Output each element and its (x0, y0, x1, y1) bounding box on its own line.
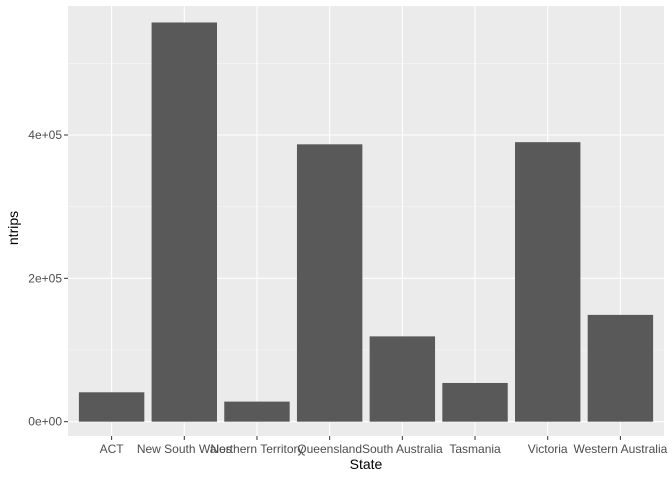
x-tick-label: Western Australia (573, 442, 667, 456)
x-tick-label: New South Wales (137, 442, 232, 456)
bar-northern-territory (224, 401, 290, 422)
y-tick-label: 0e+00 (28, 415, 62, 429)
bar-queensland (296, 144, 363, 422)
x-tick-label: South Australia (362, 442, 443, 456)
bars (78, 22, 654, 422)
bar-new-south-wales (151, 22, 217, 422)
x-tick-label: Victoria (528, 442, 568, 456)
bar-victoria (515, 142, 581, 422)
bar-south-australia (369, 336, 436, 422)
x-tick-label: Tasmania (449, 442, 501, 456)
y-tick-label: 2e+05 (28, 271, 62, 285)
y-axis-title: ntrips (5, 211, 21, 245)
bar-act (78, 392, 145, 422)
x-tick-label: Queensland (297, 442, 362, 456)
bar-western-australia (587, 314, 654, 422)
x-tick-label: Northern Territory (210, 442, 303, 456)
x-tick-label: ACT (100, 442, 125, 456)
bar-tasmania (442, 382, 508, 422)
y-tick-label: 4e+05 (28, 128, 62, 142)
y-axis: 0e+00 2e+05 4e+05 (28, 128, 68, 429)
x-axis-title: State (350, 456, 383, 472)
